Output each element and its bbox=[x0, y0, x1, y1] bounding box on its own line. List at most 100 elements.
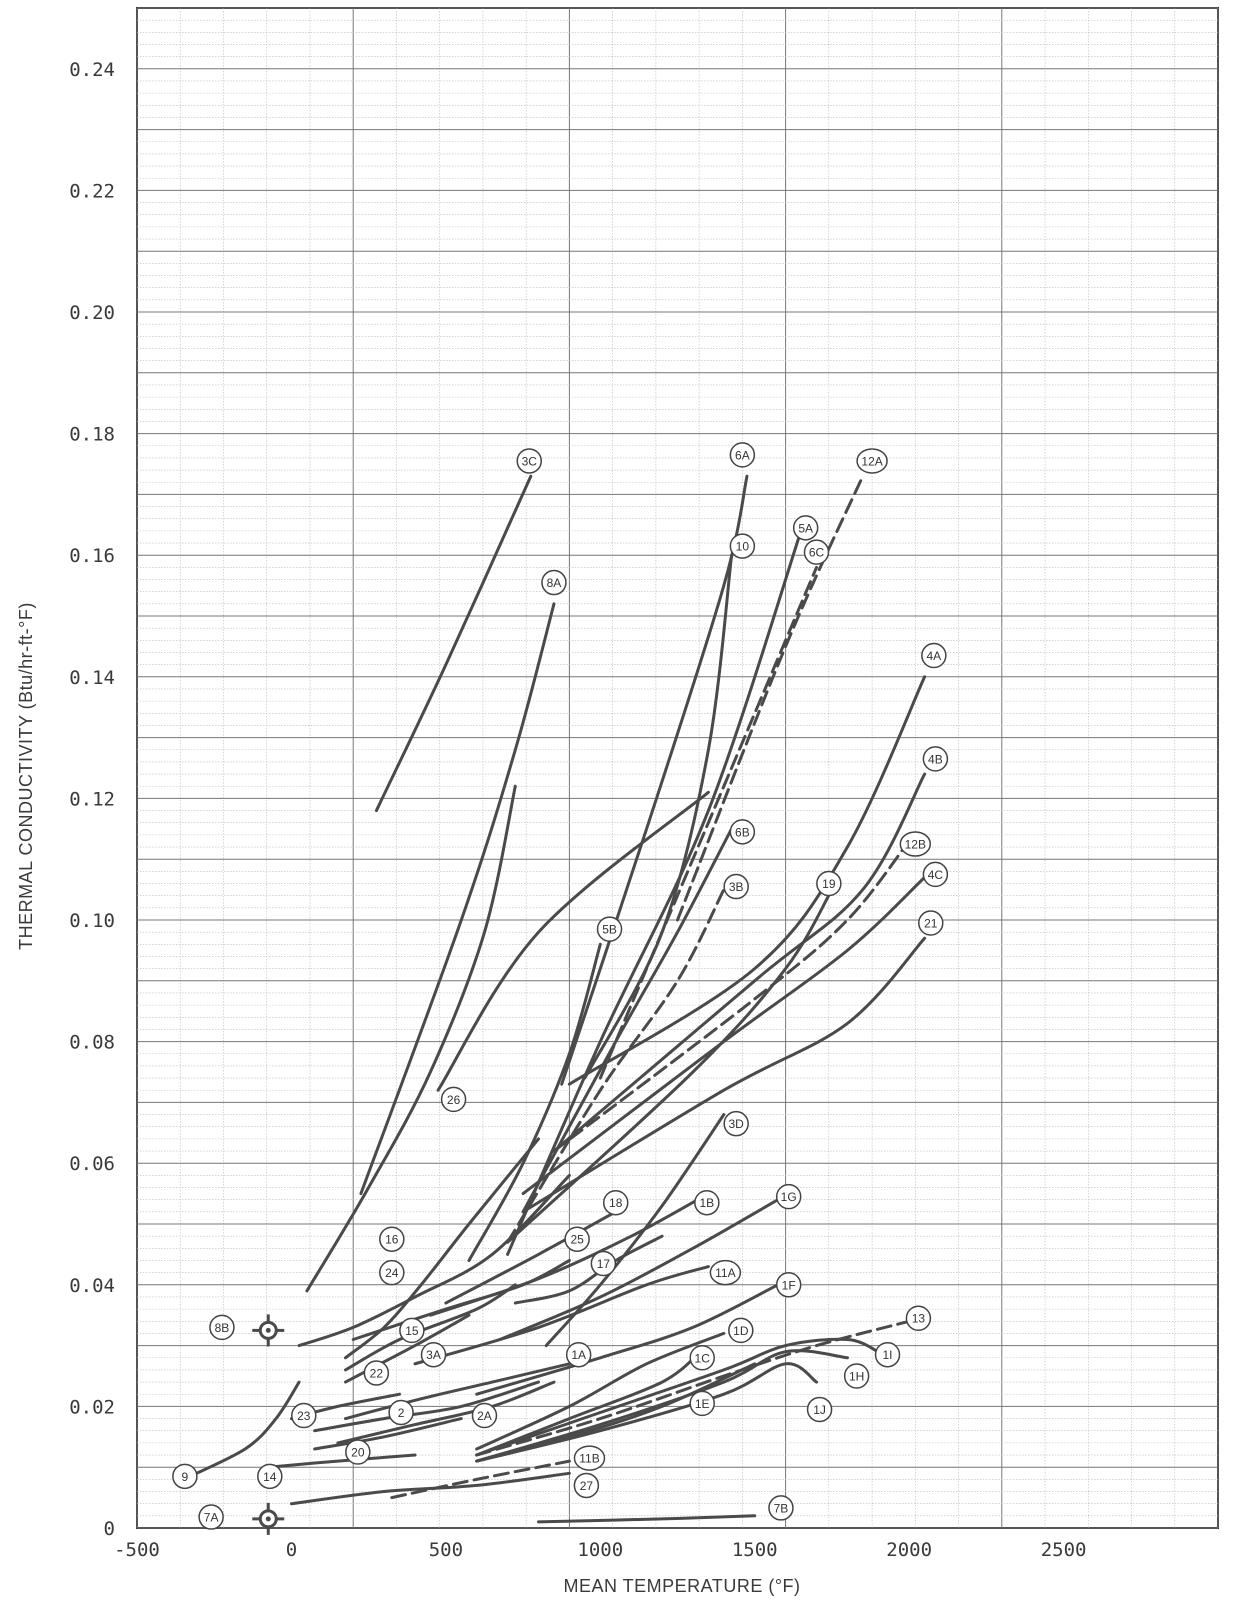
curve-label-text: 1F bbox=[782, 1278, 796, 1292]
curve-label-text: 26 bbox=[447, 1093, 461, 1107]
curve-label-circle bbox=[541, 569, 567, 596]
curve-label-text: 16 bbox=[385, 1233, 399, 1247]
curve-label-text: 21 bbox=[924, 917, 938, 931]
x-tick-label: 1500 bbox=[732, 1539, 778, 1561]
series-line-8a bbox=[359, 602, 556, 1196]
curve-label-circle bbox=[856, 448, 888, 474]
x-tick-label: 2500 bbox=[1041, 1539, 1087, 1561]
y-tick-label: 0.10 bbox=[69, 910, 115, 932]
curve-label-5a: 5A bbox=[792, 515, 819, 541]
curve-label-circle bbox=[806, 1396, 833, 1423]
curve-label-text: 6A bbox=[735, 448, 750, 462]
series-line-4a bbox=[567, 675, 927, 1086]
curve-label-7a: 7A bbox=[198, 1504, 224, 1530]
series-line-1g bbox=[498, 1198, 780, 1341]
curve-label-text: 4C bbox=[928, 868, 944, 882]
curve-label-circle bbox=[172, 1463, 198, 1490]
curve-label-11b: 11B bbox=[573, 1445, 606, 1471]
curve-label-circle bbox=[899, 831, 932, 857]
target-marker-dot bbox=[265, 1516, 271, 1522]
curve-label-text: 1G bbox=[781, 1190, 797, 1204]
curve-label-22: 22 bbox=[363, 1360, 390, 1386]
curve-label-circle bbox=[565, 1341, 592, 1368]
curve-label-circle bbox=[816, 870, 842, 897]
curve-label-text: 7B bbox=[774, 1501, 789, 1515]
series-line-26 bbox=[436, 790, 710, 1092]
series-line-3d bbox=[544, 1113, 726, 1348]
curve-label-21: 21 bbox=[918, 910, 944, 936]
curve-label-1j: 1J bbox=[806, 1396, 833, 1423]
curve-label-1i: 1I bbox=[874, 1341, 901, 1368]
series-line-24 bbox=[297, 1173, 571, 1348]
curve-label-25: 25 bbox=[564, 1226, 590, 1252]
series-line-6b bbox=[521, 827, 734, 1214]
x-axis-title: MEAN TEMPERATURE (°F) bbox=[563, 1576, 800, 1596]
curve-label-4b: 4B bbox=[922, 746, 949, 772]
curve-label-circle bbox=[922, 746, 949, 772]
curve-label-13: 13 bbox=[905, 1305, 932, 1331]
curve-label-text: 12A bbox=[861, 454, 882, 468]
chart-labels-layer: 3C 8A 26 6A 10 5A 6C 12A 4A 4B 12B 4C 21 19 6B 3B 5B 3D 16… bbox=[172, 442, 949, 1530]
curve-label-text: 3D bbox=[729, 1117, 745, 1131]
curve-label-text: 1I bbox=[883, 1348, 893, 1362]
series-line-1c bbox=[475, 1350, 703, 1457]
series-line-1i bbox=[475, 1337, 880, 1457]
series-line-1h bbox=[475, 1349, 849, 1463]
curve-label-text: 9 bbox=[182, 1470, 189, 1484]
y-tick-label: 0.08 bbox=[69, 1032, 115, 1054]
curve-label-circle bbox=[729, 533, 756, 559]
series-line-5a bbox=[506, 529, 803, 1256]
series-line-11a bbox=[413, 1265, 710, 1366]
curve-label-1c: 1C bbox=[689, 1345, 715, 1371]
curve-label-27: 27 bbox=[573, 1472, 600, 1499]
curve-label-circle bbox=[590, 1250, 617, 1277]
y-tick-label: 0.20 bbox=[69, 302, 115, 324]
curve-label-circle bbox=[257, 1463, 283, 1490]
curve-label-circle bbox=[792, 515, 819, 541]
series-line-1a bbox=[344, 1362, 571, 1421]
curve-label-12a: 12A bbox=[856, 448, 888, 474]
curve-label-circle bbox=[564, 1226, 590, 1252]
series-line-4c bbox=[521, 875, 927, 1196]
curve-label-circle bbox=[843, 1363, 870, 1389]
curve-label-circle bbox=[874, 1341, 901, 1368]
curve-label-1h: 1H bbox=[843, 1363, 870, 1389]
curve-label-11a: 11A bbox=[709, 1259, 742, 1286]
y-tick-label: 0.06 bbox=[69, 1153, 115, 1175]
curve-label-text: 11B bbox=[579, 1452, 599, 1466]
curve-label-circle bbox=[723, 1110, 749, 1137]
curve-label-text: 2 bbox=[398, 1406, 405, 1420]
curve-label-15: 15 bbox=[399, 1317, 425, 1344]
series-line-15 bbox=[344, 1283, 517, 1372]
curve-label-circle bbox=[918, 910, 944, 936]
curve-label-5b: 5B bbox=[596, 916, 623, 942]
curve-label-6a: 6A bbox=[729, 442, 756, 468]
curve-label-circle bbox=[516, 448, 542, 474]
series-line-3c bbox=[374, 474, 533, 813]
curve-label-circle bbox=[921, 642, 947, 669]
curve-label-6c: 6C bbox=[803, 539, 830, 565]
curve-label-12b: 12B bbox=[899, 831, 932, 857]
curve-label-20: 20 bbox=[345, 1439, 371, 1465]
y-tick-label: 0.16 bbox=[69, 545, 115, 567]
series-line-2a bbox=[336, 1380, 556, 1445]
series-line-3b bbox=[506, 888, 726, 1244]
curve-label-text: 1A bbox=[571, 1348, 586, 1362]
y-tick-label: 0 bbox=[104, 1518, 115, 1540]
curve-label-text: 3B bbox=[729, 880, 744, 894]
curve-label-1a: 1A bbox=[565, 1341, 592, 1368]
curve-label-circle bbox=[573, 1472, 600, 1499]
chart-grid bbox=[136, 7, 1219, 1529]
curve-label-text: 5B bbox=[602, 923, 617, 937]
curve-label-circle bbox=[363, 1360, 390, 1386]
curve-label-24: 24 bbox=[379, 1259, 405, 1286]
curve-label-1e: 1E bbox=[689, 1390, 715, 1417]
x-tick-label: 1000 bbox=[577, 1539, 623, 1561]
curve-label-6b: 6B bbox=[729, 819, 756, 845]
series-line-27 bbox=[289, 1471, 571, 1506]
x-tick-label: 2000 bbox=[886, 1539, 932, 1561]
curve-label-text: 14 bbox=[263, 1470, 277, 1484]
x-tick-label: 500 bbox=[429, 1539, 463, 1561]
y-tick-label: 0.12 bbox=[69, 788, 115, 810]
